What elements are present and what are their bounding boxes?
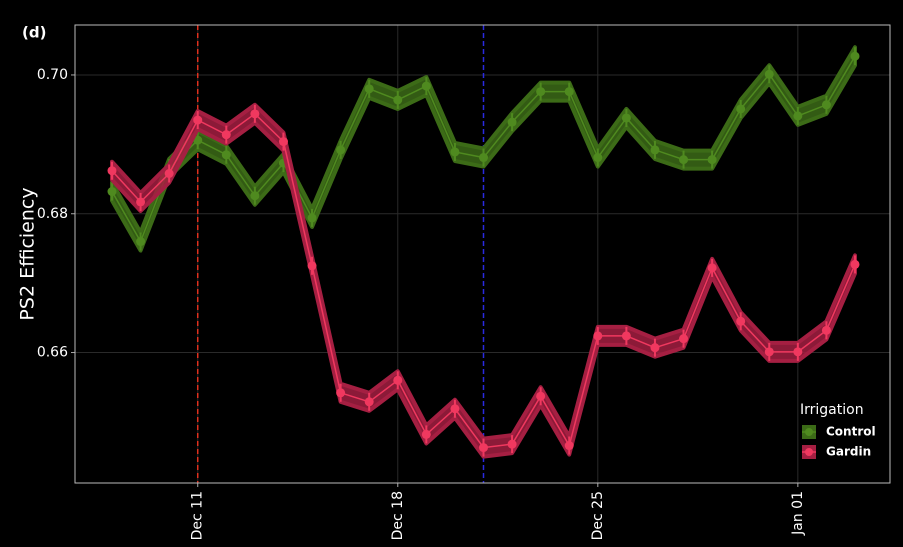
data-point [536,391,546,401]
legend-label: Gardin [826,445,871,459]
data-point [479,443,488,453]
data-point [850,51,860,61]
data-point [593,153,603,163]
data-point [850,259,860,269]
data-point [107,166,117,176]
data-point [107,187,117,197]
series [107,102,860,459]
data-point [307,261,317,271]
data-point [164,169,174,179]
data-point [364,84,374,94]
data-point [536,87,546,97]
data-point [450,404,460,414]
data-point [393,95,403,105]
legend-swatch-point [805,428,813,436]
data-point [250,191,260,201]
data-point [707,263,717,273]
data-point [421,429,431,439]
data-point [193,135,203,145]
data-point [593,331,603,341]
data-point [679,155,689,165]
data-point [564,441,574,451]
data-point [136,197,146,207]
x-tick-label: Dec 18 [390,491,406,540]
data-point [650,145,660,155]
data-point [307,213,317,223]
data-point [250,109,260,119]
x-tick-label: Dec 11 [190,491,206,540]
data-point [136,237,146,247]
y-tick-label: 0.68 [37,206,68,222]
data-point [421,81,431,91]
data-point [564,87,574,97]
data-point [193,115,203,125]
data-point [621,113,631,123]
data-point [821,100,831,110]
legend-title: Irrigation [800,402,864,418]
data-point [479,153,488,163]
series [107,45,860,253]
data-point [793,111,803,121]
data-point [364,397,374,407]
data-point [821,325,831,335]
data-point [393,375,403,385]
data-point [221,130,231,140]
data-point [621,331,631,341]
y-axis-label: PS2 Efficiency [17,187,39,320]
data-point [450,147,460,157]
data-point [679,334,689,344]
x-tick-label: Dec 25 [590,491,606,540]
data-point [507,117,517,127]
y-tick-label: 0.66 [37,345,68,361]
data-point [221,150,231,160]
y-tick-label: 0.70 [37,67,68,83]
panel-label: (d) [22,24,46,42]
data-point [507,439,517,449]
data-point [736,316,746,326]
data-point [650,343,660,353]
plot-border [74,24,891,484]
data-point [736,104,746,114]
legend-label: Control [826,425,876,439]
data-point [336,388,346,398]
data-point [707,155,717,165]
data-point [764,69,774,79]
data-point [764,347,774,357]
legend-swatch-point [805,448,813,456]
data-point [336,145,346,155]
data-point [793,347,803,357]
data-point [278,137,288,147]
x-tick-label: Jan 01 [790,491,806,536]
